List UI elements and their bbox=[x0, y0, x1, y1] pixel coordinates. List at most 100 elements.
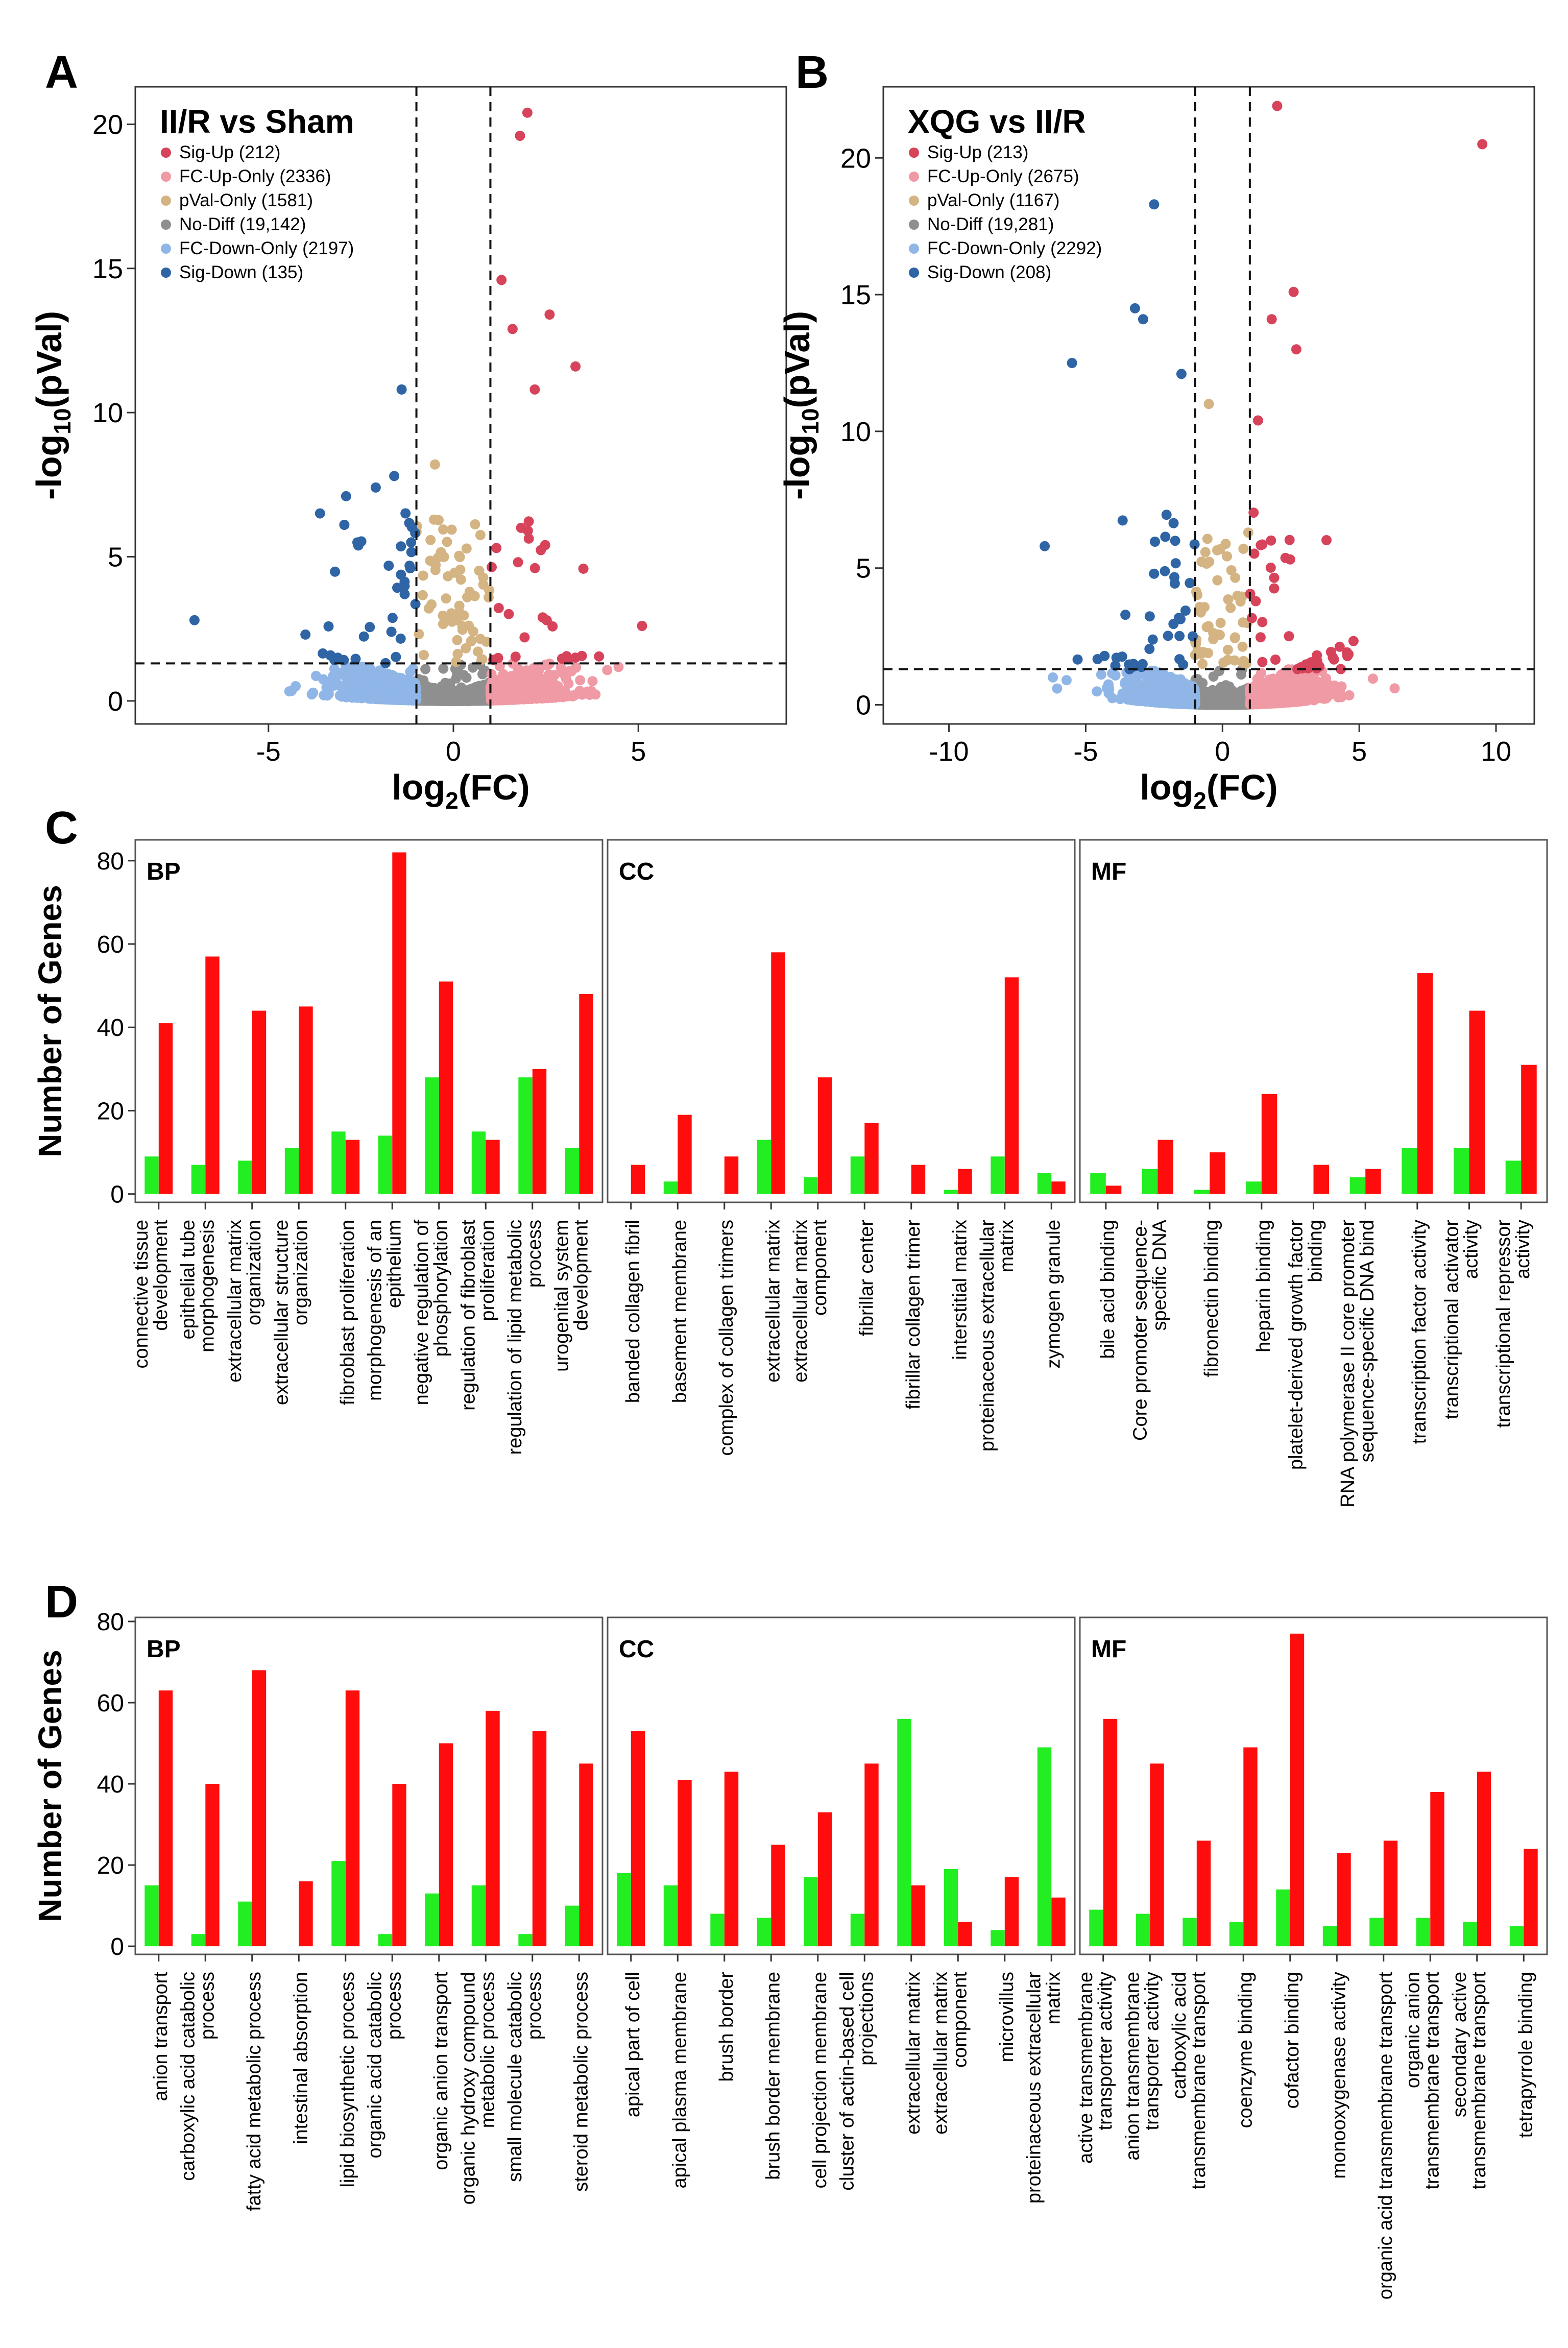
gene-point bbox=[602, 665, 613, 675]
gene-point bbox=[478, 572, 489, 583]
gene-point bbox=[406, 537, 417, 548]
gene-point bbox=[391, 694, 402, 705]
gene-point bbox=[401, 694, 412, 705]
gene-point bbox=[523, 533, 534, 544]
legend-marker bbox=[161, 268, 171, 278]
gene-point bbox=[523, 516, 534, 527]
gene-point bbox=[1344, 690, 1355, 700]
gene-point bbox=[570, 361, 581, 372]
gene-point bbox=[515, 131, 525, 141]
gene-point bbox=[396, 541, 406, 552]
gene-point bbox=[1389, 683, 1400, 694]
gene-point bbox=[322, 690, 332, 701]
gene-points bbox=[189, 107, 647, 706]
gene-point bbox=[484, 592, 494, 603]
gene-point bbox=[529, 384, 540, 395]
gene-point bbox=[425, 535, 436, 545]
gene-point bbox=[405, 667, 416, 677]
gene-point bbox=[564, 666, 574, 676]
gene-point bbox=[576, 650, 587, 661]
gene-point bbox=[508, 693, 518, 704]
gene-point bbox=[527, 668, 538, 679]
gene-point bbox=[461, 543, 472, 554]
gene-point bbox=[546, 682, 556, 693]
gene-point bbox=[389, 471, 400, 481]
gene-point bbox=[438, 663, 449, 674]
gene-point bbox=[444, 693, 455, 704]
gene-point bbox=[418, 570, 428, 581]
gene-point bbox=[586, 686, 597, 696]
gene-point bbox=[1110, 670, 1121, 681]
gene-point bbox=[335, 668, 346, 679]
gene-point bbox=[1180, 693, 1191, 704]
gene-point bbox=[396, 384, 407, 395]
gene-point bbox=[341, 491, 351, 501]
gene-point bbox=[503, 609, 514, 619]
y-tick-label: 0 bbox=[108, 686, 123, 717]
gene-point bbox=[1103, 688, 1114, 698]
gene-point bbox=[339, 520, 350, 530]
gene-point bbox=[470, 519, 480, 529]
gene-point bbox=[323, 621, 334, 632]
gene-point bbox=[1165, 672, 1176, 682]
gene-point bbox=[391, 651, 401, 662]
gene-point bbox=[438, 687, 448, 697]
x-axis-label-sub: 2 bbox=[445, 787, 459, 814]
plot-title: II/R vs Sham bbox=[160, 103, 354, 140]
y-axis-label-base: -log bbox=[29, 434, 69, 500]
gene-point bbox=[450, 615, 461, 625]
x-tick-label: 0 bbox=[446, 736, 461, 767]
gene-point bbox=[557, 653, 567, 664]
legend-label: Sig-Down (135) bbox=[179, 262, 303, 282]
gene-point bbox=[491, 543, 502, 553]
gene-point bbox=[318, 648, 328, 659]
gene-point bbox=[291, 681, 301, 691]
gene-point bbox=[454, 600, 465, 611]
gene-point bbox=[311, 671, 321, 681]
gene-point bbox=[372, 679, 382, 690]
legend-label: pVal-Only (1581) bbox=[179, 190, 313, 210]
y-axis-label-sub: 10 bbox=[49, 408, 76, 434]
gene-point bbox=[417, 590, 428, 600]
gene-point bbox=[452, 635, 463, 645]
gene-point bbox=[549, 670, 560, 681]
gene-point bbox=[420, 664, 431, 674]
y-tick-label: 10 bbox=[92, 398, 123, 428]
gene-point bbox=[376, 687, 387, 697]
gene-point bbox=[529, 563, 540, 573]
gene-point bbox=[461, 672, 472, 683]
gene-point bbox=[383, 561, 394, 571]
gene-point bbox=[475, 634, 486, 644]
gene-point bbox=[366, 693, 376, 704]
gene-point bbox=[466, 636, 476, 647]
gene-point bbox=[425, 555, 436, 566]
gene-point bbox=[459, 695, 470, 706]
gene-point bbox=[1218, 698, 1228, 709]
x-tick-label: 5 bbox=[631, 736, 646, 767]
gene-point bbox=[451, 657, 462, 667]
legend-label: FC-Down-Only (2197) bbox=[179, 238, 354, 258]
legend-label: No-Diff (19,142) bbox=[179, 214, 306, 234]
gene-point bbox=[1052, 683, 1063, 694]
panel-letter-a: A bbox=[45, 47, 78, 98]
gene-point bbox=[550, 692, 561, 703]
gene-point bbox=[569, 690, 580, 701]
gene-point bbox=[1145, 691, 1155, 701]
x-axis-label-base: log bbox=[392, 767, 445, 807]
gene-point bbox=[587, 676, 598, 687]
x-tick-label: -5 bbox=[256, 736, 281, 767]
gene-point bbox=[353, 687, 363, 698]
gene-point bbox=[358, 631, 369, 642]
gene-point bbox=[476, 681, 487, 692]
gene-point bbox=[496, 693, 506, 704]
gene-point bbox=[1153, 673, 1164, 684]
legend-marker bbox=[161, 220, 171, 230]
legend-marker bbox=[161, 148, 171, 158]
gene-point bbox=[475, 530, 486, 540]
gene-point bbox=[405, 563, 416, 573]
gene-point bbox=[467, 689, 477, 700]
gene-point bbox=[329, 674, 340, 685]
gene-point bbox=[1092, 686, 1102, 697]
gene-point bbox=[1117, 688, 1128, 699]
gene-point bbox=[575, 675, 586, 686]
